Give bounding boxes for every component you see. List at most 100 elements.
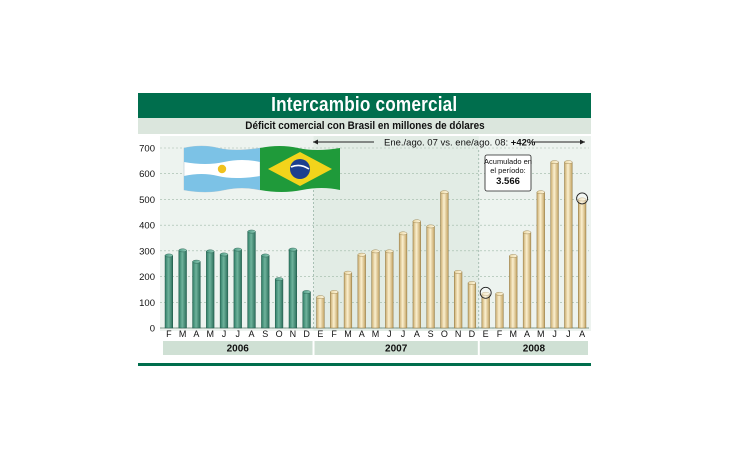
y-tick-label: 400	[139, 221, 155, 232]
bar-2007-5	[371, 251, 380, 329]
x-tick-label: M	[372, 329, 380, 339]
callout-value: 3.566	[496, 176, 520, 187]
bar-2006-7	[247, 231, 256, 329]
bar-2006-9	[274, 278, 284, 329]
bar-cap	[357, 252, 366, 257]
bar-2006-11	[302, 291, 311, 329]
bar-cap	[412, 219, 421, 224]
bar-cap	[288, 247, 297, 252]
brazil-flag-icon	[260, 146, 340, 192]
comparison-label: Ene./ago. 07 vs. ene/ago. 08: +42%	[384, 138, 536, 149]
year-band-2006	[163, 341, 313, 355]
year-band: 2006 2007 2008	[163, 341, 588, 355]
bar-cap	[219, 252, 229, 257]
title-bar: Intercambio comercial	[138, 93, 591, 118]
bar-cap	[467, 281, 476, 285]
bar-cap	[302, 290, 311, 294]
year-label-2007: 2007	[385, 344, 408, 355]
x-tick-label: A	[524, 329, 530, 339]
highlight-markers	[479, 192, 589, 299]
bar-2008-2	[495, 293, 504, 329]
bar-cap	[550, 160, 559, 164]
callout-box: Acumulado en el período: 3.566	[484, 154, 532, 192]
bar-2006-3	[192, 261, 201, 329]
bar-2007-4	[357, 254, 366, 329]
x-tick-label: A	[249, 329, 255, 339]
y-tick-label: 700	[139, 144, 155, 155]
bar-2006-5	[219, 254, 229, 329]
y-axis: 0 100 200 300 400 500 600 700	[139, 144, 155, 335]
x-tick-label: D	[469, 329, 476, 339]
bar-cap	[398, 231, 408, 236]
chart-subtitle: Déficit comercial con Brasil en millones…	[244, 120, 485, 132]
bar-2007-1	[316, 296, 325, 329]
x-tick-label: A	[579, 329, 585, 339]
year-band-2007	[314, 341, 478, 355]
year-band-2008	[479, 341, 588, 355]
comparison-annotation: Ene./ago. 07 vs. ene/ago. 08: +42%	[313, 138, 585, 149]
bar-2007-6	[385, 251, 394, 329]
bar-2008-4	[522, 232, 532, 329]
bar-cap	[330, 290, 339, 294]
bar-cap	[481, 291, 490, 296]
x-tick-label: J	[236, 329, 241, 339]
x-tick-label: M	[206, 329, 214, 339]
x-tick-label: M	[344, 329, 352, 339]
x-tick-label: O	[276, 329, 283, 339]
bar-2007-9	[426, 226, 435, 329]
x-tick-label: E	[317, 329, 323, 339]
bar-cap	[178, 248, 187, 253]
bar-2007-12	[467, 282, 477, 329]
bar-2006-1	[164, 255, 173, 329]
bar-2008-6	[550, 161, 559, 329]
plot-area: 0 100 200 300 400 500 600 700 Ene.	[138, 134, 591, 368]
arrow-left-icon	[313, 139, 318, 145]
x-tick-label: S	[428, 329, 434, 339]
x-tick-label: J	[387, 329, 392, 339]
y-tick-label: 300	[139, 246, 155, 257]
x-tick-label: J	[552, 329, 557, 339]
bar-2006-2	[178, 250, 187, 329]
bar-cap	[509, 254, 518, 258]
bar-cap	[495, 291, 504, 296]
infographic: Intercambio comercial Déficit comercial …	[138, 93, 591, 368]
argentina-flag-icon	[183, 145, 261, 193]
flags	[183, 145, 340, 193]
y-tick-label: 200	[139, 272, 155, 283]
bar-2008-3	[509, 255, 518, 329]
x-tick-label: O	[441, 329, 448, 339]
callout-line1: Acumulado en	[484, 157, 532, 166]
bar-2007-2	[330, 291, 339, 329]
bar-2007-3	[343, 272, 353, 329]
bar-2006-4	[206, 251, 215, 329]
bars	[164, 160, 587, 329]
x-tick-label: E	[483, 329, 489, 339]
x-tick-label: J	[401, 329, 406, 339]
x-tick-label: N	[455, 329, 462, 339]
bar-2007-7	[398, 233, 408, 329]
y-tick-label: 0	[150, 324, 155, 335]
bar-2006-8	[261, 255, 270, 329]
highlight-circle	[479, 286, 492, 299]
bar-cap	[316, 295, 325, 299]
x-tick-label: M	[537, 329, 545, 339]
bar-2008-7	[564, 161, 573, 329]
bar-2007-8	[412, 221, 421, 329]
bottom-rule	[138, 363, 591, 366]
bar-cap	[536, 190, 545, 195]
callout-line2: el período:	[490, 166, 525, 175]
x-tick-label: J	[566, 329, 571, 339]
x-tick-label: N	[290, 329, 297, 339]
x-tick-label: A	[414, 329, 420, 339]
x-tick-label: S	[262, 329, 268, 339]
bar-cap	[454, 270, 463, 274]
x-tick-label: A	[359, 329, 365, 339]
year-label-2008: 2008	[523, 344, 546, 355]
bar-2008-8	[578, 199, 587, 329]
x-tick-label: A	[193, 329, 199, 339]
bar-cap	[233, 247, 242, 252]
bar-cap	[192, 259, 201, 264]
bar-cap	[578, 197, 587, 202]
bar-2007-10	[440, 191, 449, 329]
